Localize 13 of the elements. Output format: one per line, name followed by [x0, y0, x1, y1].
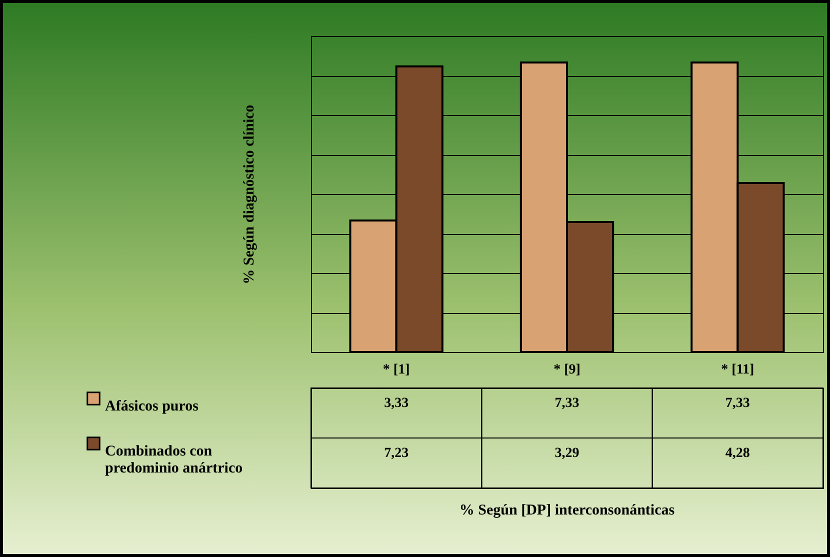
legend-label: Combinados con predominio anártrico [105, 444, 243, 476]
text: % Según [DP] interconsonánticas [459, 502, 675, 518]
data-label: 4,28 [725, 446, 750, 461]
data-label: 3,29 [554, 446, 580, 461]
data-label: 7,33 [554, 396, 580, 411]
x-tick-label: * [9] [554, 362, 580, 378]
data-label: 3,33 [384, 396, 409, 411]
data-label: 7,23 [384, 446, 409, 461]
y-axis-title: % Según diagnóstico clínico [242, 104, 258, 284]
x-tick-label: * [11] [721, 362, 754, 378]
x-tick-label: * [1] [382, 362, 410, 378]
legend-label: Afásicos puros [105, 398, 199, 414]
data-label: 7,33 [725, 396, 750, 411]
